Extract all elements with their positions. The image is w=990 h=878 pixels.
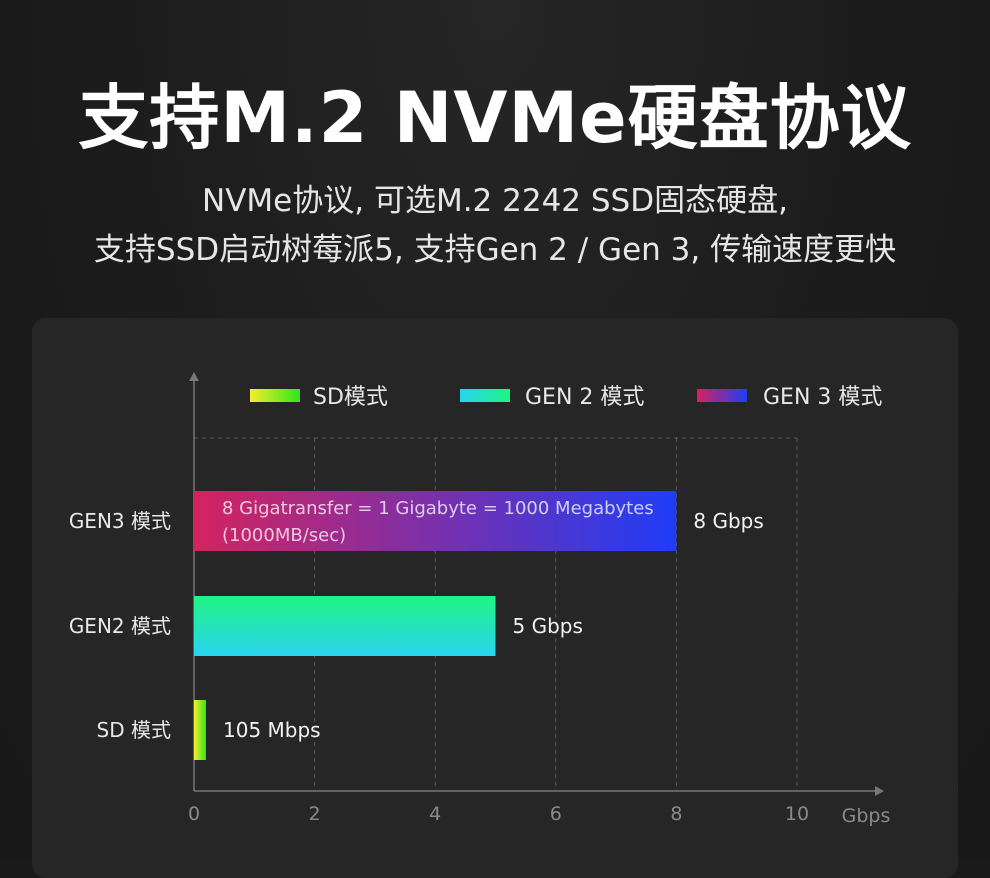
annotation-line-2: (1000MB/sec) (222, 525, 346, 546)
labels: 0 2 4 6 8 10 Gbps GEN3 模式 8 Gbps GEN2 模式 5 Gbps SD … (69, 509, 891, 827)
legend-label-gen2: GEN 2 模式 (525, 385, 644, 410)
legend-label-gen3: GEN 3 模式 (763, 385, 882, 410)
subtitle-line-2: 支持SSD启动树莓派5, 支持Gen 2 / Gen 3, 传输速度更快 (93, 232, 897, 268)
bar-sd (194, 700, 206, 760)
y-axis-arrow (189, 372, 199, 381)
x-tick-label-6: 6 (550, 803, 562, 825)
legend-swatch-gen3 (697, 389, 747, 402)
bar-chart: SD模式 GEN 2 模式 GEN 3 模式 0 2 4 6 8 10 Gbps GEN3 模… (69, 372, 891, 827)
x-tick-label-8: 8 (670, 803, 682, 825)
x-axis-arrow (875, 786, 884, 796)
value-label-sd: 105 Mbps (223, 718, 321, 742)
subtitle-line-1: NVMe协议, 可选M.2 2242 SSD固态硬盘, (202, 183, 788, 219)
category-label-sd: SD 模式 (97, 718, 171, 742)
x-tick-label-10: 10 (785, 803, 809, 825)
annotation-line-1: 8 Gigatransfer = 1 Gigabyte = 1000 Megab… (222, 498, 654, 519)
value-label-gen2: 5 Gbps (513, 614, 583, 638)
bar-gen2 (194, 596, 496, 656)
page-title: 支持M.2 NVMe硬盘协议 (78, 77, 912, 159)
legend-swatch-gen2 (460, 389, 510, 402)
bar-gen3 (194, 491, 677, 551)
value-label-gen3: 8 Gbps (693, 509, 763, 533)
x-axis-label: Gbps (842, 805, 891, 827)
legend-label-sd: SD模式 (313, 385, 388, 410)
x-tick-label-4: 4 (429, 803, 441, 825)
category-label-gen3: GEN3 模式 (69, 509, 171, 533)
x-tick-label-0: 0 (188, 803, 200, 825)
x-tick-label-2: 2 (309, 803, 321, 825)
category-label-gen2: GEN2 模式 (69, 614, 171, 638)
legend-swatch-sd (250, 389, 300, 402)
bars (194, 491, 677, 760)
